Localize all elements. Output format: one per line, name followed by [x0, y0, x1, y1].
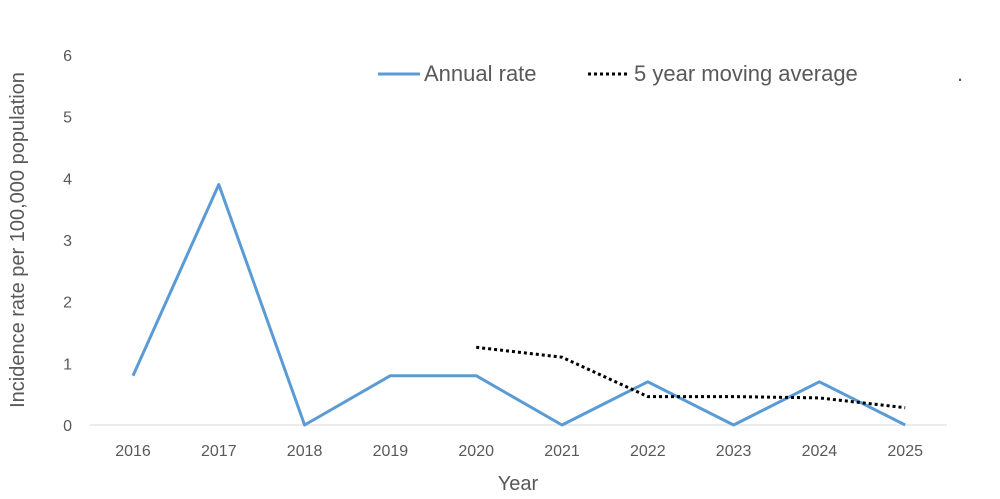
x-axis-title: Year — [498, 473, 539, 495]
x-axis-tick-labels: 2016 2017 2018 2019 2020 2021 2022 2023 2024 2025 — [115, 443, 923, 460]
x-tick-label: 2018 — [287, 443, 323, 460]
legend-label-annual-rate: Annual rate — [424, 61, 537, 86]
x-tick-label: 2017 — [201, 443, 237, 460]
y-tick-label: 0 — [63, 418, 72, 435]
y-tick-label: 6 — [63, 48, 72, 65]
y-tick-label: 4 — [63, 171, 72, 188]
y-tick-label: 2 — [63, 295, 72, 312]
x-tick-label: 2022 — [630, 443, 666, 460]
y-axis-title: Incidence rate per 100,000 population — [7, 72, 29, 408]
series-layer — [131, 183, 906, 427]
legend-label-moving-average: 5 year moving average — [634, 61, 858, 86]
x-tick-label: 2019 — [373, 443, 409, 460]
x-tick-label: 2021 — [544, 443, 580, 460]
y-axis-tick-labels: 0 1 2 3 4 5 6 — [63, 48, 72, 435]
x-tick-label: 2016 — [115, 443, 151, 460]
series-line-moving-average — [476, 345, 906, 410]
x-tick-label: 2023 — [716, 443, 752, 460]
series-line-annual-rate — [131, 183, 906, 427]
y-tick-label: 3 — [63, 233, 72, 250]
y-tick-label: 1 — [63, 356, 72, 373]
legend-trailing-dot: . — [957, 61, 963, 86]
legend: Annual rate 5 year moving average . — [378, 61, 963, 86]
x-tick-label: 2025 — [887, 443, 923, 460]
x-tick-label: 2020 — [458, 443, 494, 460]
y-tick-label: 5 — [63, 110, 72, 127]
x-tick-label: 2024 — [802, 443, 838, 460]
